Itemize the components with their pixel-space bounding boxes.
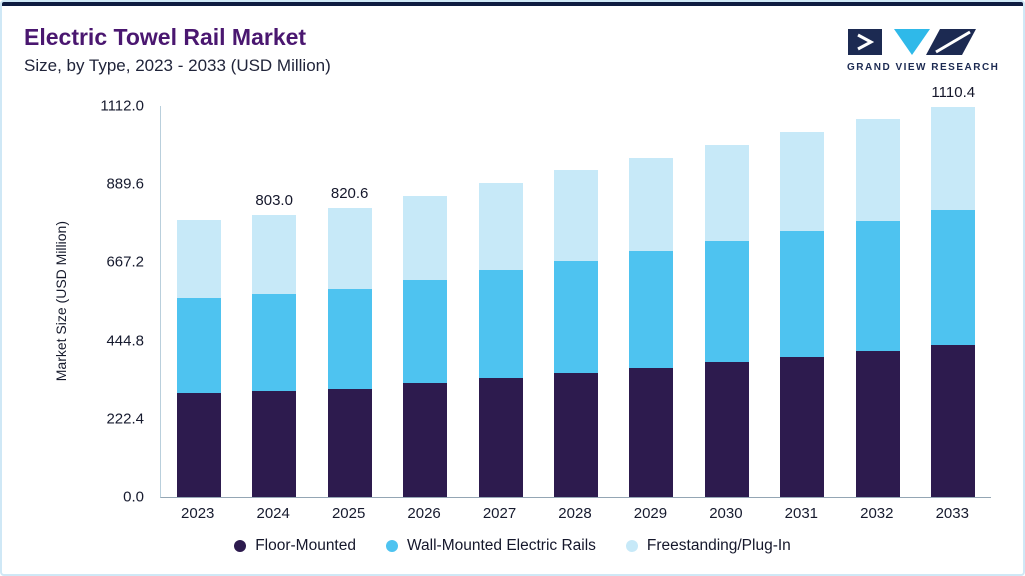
bar-slot-2026 (387, 106, 462, 498)
bar-segment-floor-mounted (780, 356, 825, 497)
bar-segment-floor-mounted (553, 373, 598, 497)
bar-segment-wall-mounted-electric-rails (403, 279, 448, 384)
stacked-bar-2030 (704, 144, 749, 497)
y-tick-label: 1112.0 (100, 97, 144, 115)
stacked-bar-2033 (931, 106, 976, 497)
stacked-bar-2032 (855, 119, 900, 497)
bar-total-label: 820.6 (330, 185, 369, 203)
plot-area: 803.0 820.6 1110.4 (160, 84, 991, 498)
bar-slot-2023 (161, 106, 236, 497)
legend-swatch-icon (234, 540, 247, 552)
brand-logo-text: GRAND VIEW RESEARCH (847, 62, 1000, 73)
stacked-bar-2023 (176, 219, 221, 497)
x-tick-label: 2033 (935, 505, 969, 522)
bar-segment-wall-mounted-electric-rails (327, 289, 372, 389)
bar-segment-freestanding-plug-in (629, 157, 674, 252)
x-tick-label: 2028 (558, 505, 592, 522)
stacked-bar-2028 (553, 170, 598, 497)
legend-item-floor-mounted: Floor-Mounted (234, 537, 356, 555)
y-tick-label: 889.6 (106, 175, 144, 193)
bar-segment-wall-mounted-electric-rails (704, 241, 749, 363)
top-accent-bar (2, 2, 1023, 6)
bar-slot-2025: 820.6 (312, 106, 387, 497)
legend-item-freestanding-plug-in: Freestanding/Plug-In (625, 537, 791, 555)
bar-slot-2028 (538, 106, 613, 497)
bar-segment-floor-mounted (629, 367, 674, 497)
bar-segment-freestanding-plug-in (931, 106, 976, 211)
bar-segment-freestanding-plug-in (704, 144, 749, 242)
bar-slot-2027 (463, 106, 538, 497)
page-subtitle: Size, by Type, 2023 - 2033 (USD Million) (24, 56, 331, 75)
bar-slot-2033: 1110.4 (916, 84, 991, 497)
bar-segment-freestanding-plug-in (176, 219, 221, 298)
legend-label: Floor-Mounted (255, 537, 356, 554)
x-tick-label: 2024 (256, 505, 290, 522)
bar-segment-wall-mounted-electric-rails (629, 251, 674, 368)
x-tick-label: 2032 (860, 505, 894, 522)
stacked-bar-2026 (403, 195, 448, 498)
bar-segment-freestanding-plug-in (327, 208, 372, 290)
x-tick-label: 2026 (407, 505, 441, 522)
bar-segment-wall-mounted-electric-rails (553, 260, 598, 374)
bar-segment-wall-mounted-electric-rails (252, 293, 297, 392)
bar-slot-2031 (765, 106, 840, 497)
bar-slot-2024: 803.0 (236, 106, 311, 497)
stacked-bar-2024 (252, 214, 297, 497)
stacked-bar-2031 (780, 132, 825, 497)
legend-item-wall-mounted-electric-rails: Wall-Mounted Electric Rails (385, 537, 596, 555)
y-tick-label: 444.8 (106, 332, 144, 350)
bar-segment-freestanding-plug-in (780, 132, 825, 232)
legend-swatch-icon (625, 540, 638, 552)
bar-segment-wall-mounted-electric-rails (780, 231, 825, 357)
y-tick-label: 0.0 (123, 488, 144, 506)
bar-slot-2032 (840, 106, 915, 497)
x-tick-label: 2031 (784, 505, 819, 522)
bar-segment-wall-mounted-electric-rails (176, 297, 221, 394)
y-tick-label: 667.2 (106, 253, 144, 271)
stacked-bar-2027 (478, 183, 523, 497)
bar-segment-wall-mounted-electric-rails (478, 270, 523, 379)
bar-segment-floor-mounted (478, 378, 523, 497)
bar-total-label: 803.0 (255, 191, 293, 209)
chart-header: Electric Towel Rail Market Size, by Type… (24, 24, 331, 76)
bar-segment-wall-mounted-electric-rails (855, 220, 900, 352)
bar-segment-freestanding-plug-in (855, 119, 900, 221)
bar-segment-freestanding-plug-in (478, 183, 523, 271)
brand-logo-icon (848, 29, 976, 55)
bar-segment-floor-mounted (327, 388, 372, 497)
bar-segment-wall-mounted-electric-rails (931, 210, 976, 346)
y-axis-ticks: 0.0 222.4 444.8 667.2 889.6 1112.0 (64, 98, 154, 506)
x-tick-label: 2025 (331, 505, 366, 522)
bar-segment-floor-mounted (176, 393, 221, 497)
x-tick-label: 2030 (709, 505, 743, 522)
bar-slot-2030 (689, 106, 764, 497)
x-axis-labels: 2023 2024 2025 2026 2027 2028 2029 2030 2031 2032… (160, 505, 990, 522)
bar-segment-floor-mounted (403, 383, 448, 498)
y-tick-label: 222.4 (106, 410, 144, 428)
brand-logo: GRAND VIEW RESEARCH (847, 28, 999, 73)
bar-segment-freestanding-plug-in (553, 170, 598, 261)
bar-slot-2029 (614, 106, 689, 497)
x-tick-label: 2023 (181, 505, 215, 522)
legend-swatch-icon (385, 540, 398, 552)
chart-legend: Floor-Mounted Wall-Mounted Electric Rails… (2, 537, 1023, 555)
bar-segment-freestanding-plug-in (252, 214, 297, 294)
x-tick-label: 2029 (633, 505, 668, 522)
x-tick-label: 2027 (482, 505, 517, 522)
bar-segment-floor-mounted (252, 391, 297, 497)
bar-segment-floor-mounted (931, 345, 976, 497)
bar-total-label: 1110.4 (931, 83, 976, 101)
legend-label: Freestanding/Plug-In (646, 537, 791, 554)
bar-segment-floor-mounted (704, 362, 749, 497)
stacked-bar-2025 (327, 208, 372, 497)
stacked-bar-2029 (629, 157, 674, 497)
bar-segment-floor-mounted (855, 351, 900, 497)
bar-segment-freestanding-plug-in (403, 195, 448, 280)
legend-label: Wall-Mounted Electric Rails (406, 537, 596, 554)
page-title: Electric Towel Rail Market (24, 24, 307, 50)
